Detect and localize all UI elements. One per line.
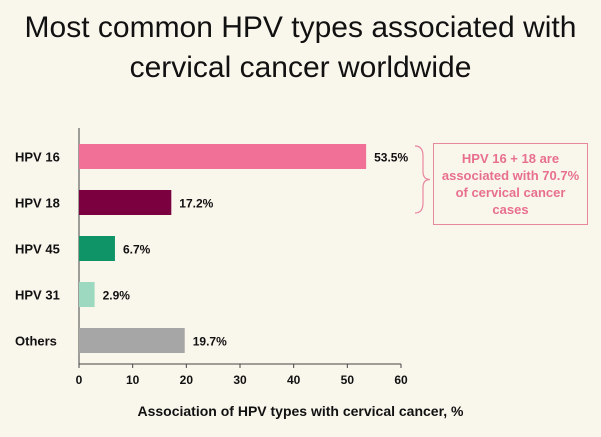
chart-title: Most common HPV types associated with ce…	[0, 8, 601, 88]
x-axis-label: Association of HPV types with cervical c…	[137, 403, 464, 419]
bar-others	[79, 328, 185, 353]
callout-text: HPV 16 + 18 are associated with 70.7% of…	[441, 151, 580, 217]
value-label: 19.7%	[193, 335, 227, 349]
title-line-1: Most common HPV types associated with	[24, 11, 577, 44]
value-label: 17.2%	[179, 197, 213, 211]
category-label: HPV 45	[15, 242, 60, 257]
category-label: HPV 18	[15, 196, 60, 211]
x-tick-label: 0	[76, 373, 83, 387]
bar-hpv-18	[79, 190, 172, 215]
category-label: HPV 31	[15, 288, 60, 303]
bar-hpv-45	[79, 236, 115, 261]
title-line-2: cervical cancer worldwide	[129, 51, 472, 84]
x-tick-label: 50	[341, 373, 355, 387]
value-label: 2.9%	[103, 289, 131, 303]
value-label: 6.7%	[123, 243, 151, 257]
value-label: 53.5%	[374, 151, 408, 165]
bar-hpv-31	[79, 282, 95, 307]
x-tick-label: 60	[394, 373, 408, 387]
callout-box: HPV 16 + 18 are associated with 70.7% of…	[433, 143, 588, 225]
x-tick-label: 10	[126, 373, 140, 387]
category-label: Others	[15, 334, 57, 349]
callout-bracket	[414, 145, 431, 214]
category-label: HPV 16	[15, 150, 60, 165]
x-tick-label: 20	[180, 373, 194, 387]
x-tick-label: 30	[233, 373, 247, 387]
x-tick-label: 40	[287, 373, 301, 387]
bar-hpv-16	[79, 144, 367, 169]
